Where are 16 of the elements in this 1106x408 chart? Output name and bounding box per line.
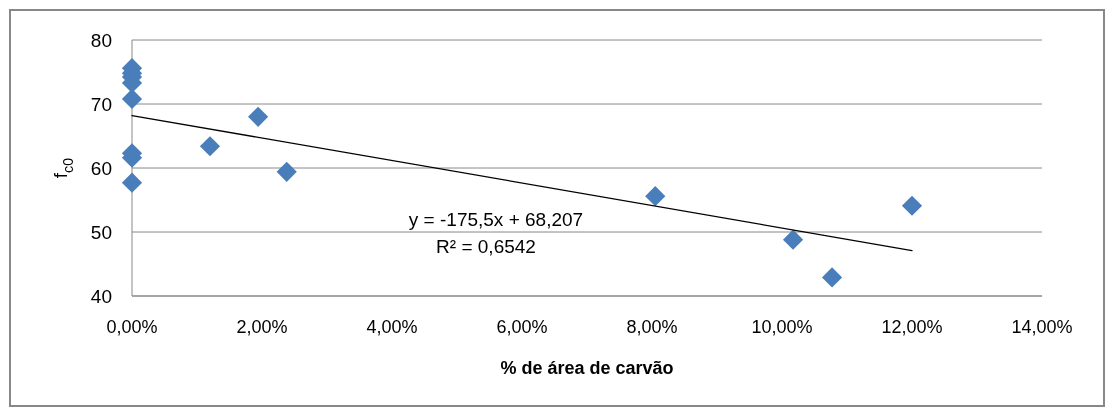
y-tick-label: 50 <box>90 221 112 243</box>
y-tick-label: 40 <box>90 285 112 307</box>
x-tick-label: 0,00% <box>106 317 158 337</box>
y-tick-label: 80 <box>90 29 112 51</box>
x-tick-label: 10,00% <box>751 317 813 337</box>
x-tick-label: 8,00% <box>626 317 678 337</box>
x-axis-title: % de área de carvão <box>500 358 674 378</box>
y-tick-label: 60 <box>90 157 112 179</box>
y-tick-label: 70 <box>90 93 112 115</box>
x-tick-label: 14,00% <box>1011 317 1073 337</box>
x-tick-label: 6,00% <box>496 317 548 337</box>
x-tick-label: 12,00% <box>881 317 943 337</box>
x-tick-label: 4,00% <box>366 317 418 337</box>
annotation: y = -175,5x + 68,207 <box>408 208 584 230</box>
x-tick-label: 2,00% <box>236 317 288 337</box>
annotation: R² = 0,6542 <box>436 235 536 257</box>
